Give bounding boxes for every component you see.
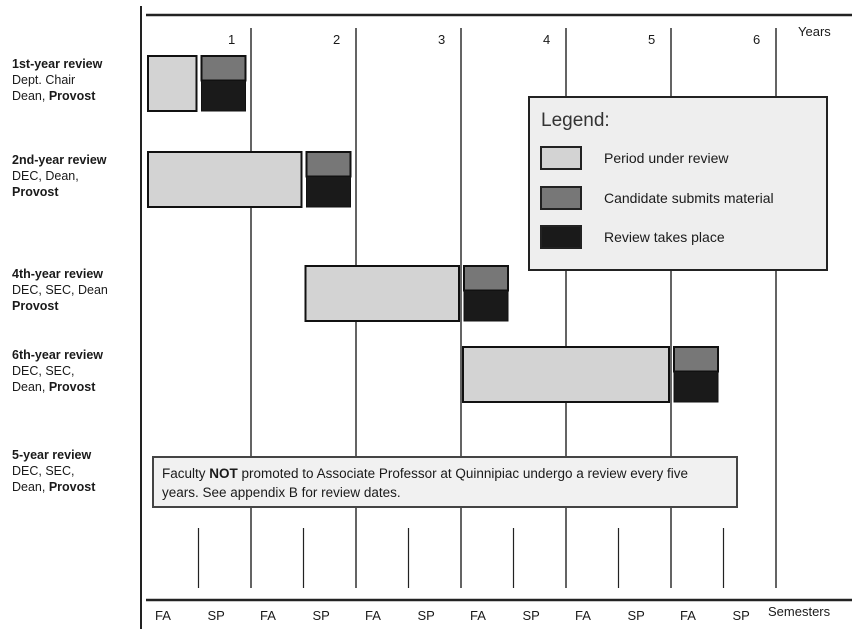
five-year-review-note: Faculty NOT promoted to Associate Profes… [152,456,738,508]
row-title: 4th-year review [12,267,104,281]
row-reviewers-dean: Dean, [12,89,49,103]
row-reviewers-provost: Provost [12,185,59,199]
semesters-axis-title: Semesters [768,604,831,619]
row-label-2nd-year: 2nd-year review DEC, Dean, Provost [12,152,140,200]
semester-label: SP [312,608,330,623]
row-label-1st-year: 1st-year review Dept. Chair Dean, Provos… [12,56,140,104]
semester-label: FA [260,608,276,623]
semester-label: SP [732,608,750,623]
review-takes-place-block [306,176,351,208]
row-reviewers: DEC, Dean, [12,169,79,183]
legend-swatch-medium [540,186,582,210]
year-label: 6 [753,32,761,47]
semester-label: FA [575,608,591,623]
row-label-4th-year: 4th-year review DEC, SEC, Dean Provost [12,266,140,314]
legend-label: Review takes place [604,229,725,245]
row-reviewers-dean: Dean, [12,380,49,394]
candidate-submits-block [305,151,352,178]
semester-label: SP [627,608,645,623]
row-reviewers: DEC, SEC, Dean [12,283,108,297]
years-axis-title: Years [798,24,831,39]
row-reviewers: Dept. Chair [12,73,76,87]
row-reviewers-dean: Dean, [12,480,49,494]
review-takes-place-block [201,80,246,112]
legend-label: Period under review [604,150,729,166]
row-title: 5-year review [12,448,92,462]
semester-label: SP [417,608,435,623]
year-label: 1 [228,32,236,47]
candidate-submits-block [673,346,719,373]
year-label: 3 [438,32,446,47]
note-text-emphasis: NOT [209,466,238,481]
semester-label: FA [155,608,171,623]
year-label: 2 [333,32,341,47]
candidate-submits-block [200,55,247,82]
note-text-end: promoted to Associate Professor at Quinn… [162,466,688,500]
legend-swatch-light [540,146,582,170]
row-title: 2nd-year review [12,153,107,167]
period-under-review-bar [147,55,198,112]
row-reviewers: DEC, SEC, [12,364,75,378]
row-reviewers-provost: Provost [48,380,96,394]
review-takes-place-block [673,371,719,403]
row-reviewers-provost: Provost [48,89,96,103]
legend-label: Candidate submits material [604,190,774,206]
semester-label: FA [680,608,696,623]
period-under-review-bar [147,151,303,208]
legend-title: Legend: [541,110,610,131]
semester-label: SP [522,608,540,623]
year-label: 4 [543,32,551,47]
row-reviewers-provost: Provost [12,299,59,313]
note-text-start: Faculty [162,466,210,481]
row-reviewers-provost: Provost [48,480,96,494]
legend-box: Legend: Period under review Candidate su… [528,96,828,271]
review-takes-place-block [463,290,509,322]
semester-label: FA [470,608,486,623]
legend-swatch-dark [540,225,582,249]
year-label: 5 [648,32,656,47]
semester-label: FA [365,608,381,623]
semester-label: SP [207,608,225,623]
candidate-submits-block [463,265,509,292]
row-label-5-year: 5-year review DEC, SEC, Dean, Provost [12,447,140,495]
legend-item-candidate-submits: Candidate submits material [540,186,825,212]
row-reviewers: DEC, SEC, [12,464,75,478]
legend-item-review-takes-place: Review takes place [540,225,825,251]
legend-item-period-under-review: Period under review [540,146,825,172]
period-under-review-bar [462,346,670,403]
row-title: 1st-year review [12,57,103,71]
period-under-review-bar [304,265,460,322]
row-title: 6th-year review [12,348,104,362]
row-label-6th-year: 6th-year review DEC, SEC, Dean, Provost [12,347,140,395]
